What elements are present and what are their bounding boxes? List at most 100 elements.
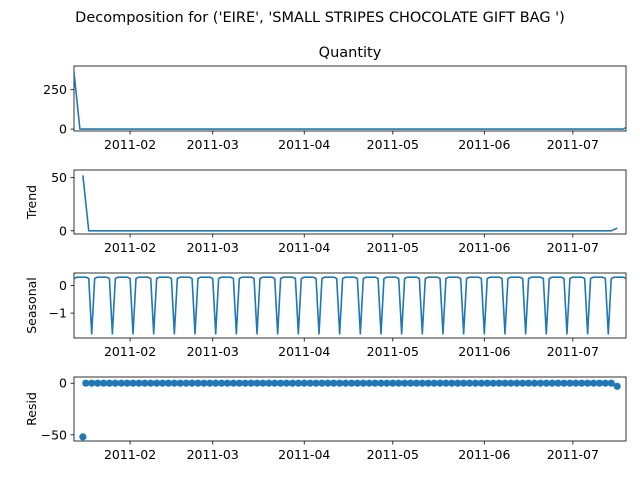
- panel-observed: Quantity 0 250 2011-02 2011-03 2011-04 2011-05…: [43, 45, 627, 152]
- ytick-label: −1: [49, 306, 67, 321]
- xtick-label: 2011-03: [187, 344, 239, 359]
- xtick-label: 2011-02: [104, 137, 156, 152]
- resid-point: [241, 379, 249, 387]
- series-line-trend: [82, 175, 618, 232]
- xtick-seasonal: 2011-05: [367, 338, 419, 359]
- xtick-label: 2011-03: [187, 137, 239, 152]
- resid-point: [217, 379, 226, 387]
- xtick-trend: 2011-03: [187, 234, 239, 255]
- xtick-observed: 2011-05: [367, 131, 419, 152]
- ytick-observed: 250: [43, 82, 74, 97]
- xtick-trend: 2011-04: [278, 234, 330, 255]
- xtick-label: 2011-03: [187, 447, 239, 462]
- resid-point: [229, 379, 238, 387]
- ytick-label: 0: [59, 223, 67, 238]
- panels-group: Quantity 0 250 2011-02 2011-03 2011-04 2011-05…: [24, 45, 627, 462]
- resid-point: [489, 379, 497, 387]
- axes-frame-observed: [73, 65, 627, 132]
- plot-area-observed: [74, 72, 626, 130]
- plot-area-trend: [82, 175, 618, 232]
- resid-point: [347, 379, 356, 387]
- resid-point: [336, 379, 344, 387]
- plot-area-seasonal: [74, 276, 626, 335]
- xtick-label: 2011-07: [547, 447, 599, 462]
- xtick-label: 2011-05: [367, 447, 419, 462]
- xtick-observed: 2011-07: [547, 131, 599, 152]
- resid-point: [182, 379, 190, 387]
- resid-point: [507, 379, 515, 387]
- resid-point: [223, 379, 232, 387]
- resid-point: [288, 379, 297, 387]
- resid-point: [536, 379, 544, 387]
- resid-point: [460, 379, 468, 387]
- resid-point: [129, 379, 137, 387]
- ytick-trend: 50: [51, 170, 74, 185]
- resid-point: [253, 379, 261, 387]
- resid-point: [82, 379, 90, 387]
- resid-point: [312, 379, 320, 387]
- resid-point: [412, 379, 421, 387]
- xtick-observed: 2011-02: [104, 131, 156, 152]
- xtick-seasonal: 2011-03: [187, 338, 239, 359]
- xtick-observed: 2011-03: [187, 131, 239, 152]
- resid-point: [141, 379, 149, 387]
- ytick-label: 0: [59, 278, 67, 293]
- resid-point: [495, 379, 503, 387]
- resid-point: [613, 382, 621, 390]
- resid-point: [371, 379, 379, 387]
- xtick-label: 2011-07: [547, 344, 599, 359]
- panel-trend: Trend 0 50 2011-02 2011-03 2011-04 2011-05 2011…: [24, 169, 627, 255]
- resid-point: [164, 379, 173, 387]
- resid-point: [595, 379, 604, 387]
- resid-point: [94, 379, 102, 387]
- resid-point: [200, 379, 208, 387]
- axes-frame-resid: [73, 376, 627, 442]
- resid-point: [483, 379, 491, 387]
- resid-point: [584, 379, 592, 387]
- resid-point: [247, 379, 255, 387]
- ytick-label: 0: [59, 122, 67, 137]
- ylabel-resid: Resid: [24, 392, 39, 426]
- xtick-label: 2011-04: [278, 447, 330, 462]
- resid-point: [294, 379, 302, 387]
- xtick-trend: 2011-02: [104, 234, 156, 255]
- ytick-resid: −50: [41, 427, 74, 442]
- resid-point: [601, 379, 609, 387]
- resid-point: [105, 379, 114, 387]
- ylabel-trend: Trend: [24, 185, 39, 220]
- resid-point: [123, 379, 131, 387]
- xtick-observed: 2011-04: [278, 131, 330, 152]
- resid-point: [448, 379, 456, 387]
- resid-point: [424, 379, 432, 387]
- resid-point: [341, 379, 350, 387]
- resid-point: [383, 379, 391, 387]
- resid-point: [235, 379, 243, 387]
- xtick-resid: 2011-06: [458, 441, 510, 462]
- panel-seasonal: Seasonal 0 −1 2011-02 2011-03 2011-04 2011-05 2…: [24, 272, 627, 359]
- xtick-label: 2011-02: [104, 447, 156, 462]
- resid-point: [566, 379, 574, 387]
- xtick-label: 2011-07: [547, 137, 599, 152]
- resid-point: [79, 433, 87, 441]
- resid-point: [418, 379, 426, 387]
- panel-title-observed: Quantity: [319, 45, 382, 61]
- ytick-label: 0: [59, 376, 67, 391]
- resid-point: [206, 379, 214, 387]
- resid-point: [170, 379, 178, 387]
- xtick-label: 2011-03: [187, 240, 239, 255]
- resid-point: [430, 379, 438, 387]
- xtick-resid: 2011-05: [367, 441, 419, 462]
- resid-point: [271, 379, 279, 387]
- xtick-observed: 2011-06: [458, 131, 510, 152]
- resid-point: [471, 379, 480, 387]
- resid-point: [324, 379, 332, 387]
- resid-point: [176, 379, 184, 387]
- xtick-label: 2011-06: [458, 137, 510, 152]
- resid-point: [519, 379, 527, 387]
- xtick-seasonal: 2011-07: [547, 338, 599, 359]
- xtick-label: 2011-06: [458, 344, 510, 359]
- resid-point: [365, 379, 373, 387]
- resid-point: [501, 379, 509, 387]
- xtick-label: 2011-04: [278, 344, 330, 359]
